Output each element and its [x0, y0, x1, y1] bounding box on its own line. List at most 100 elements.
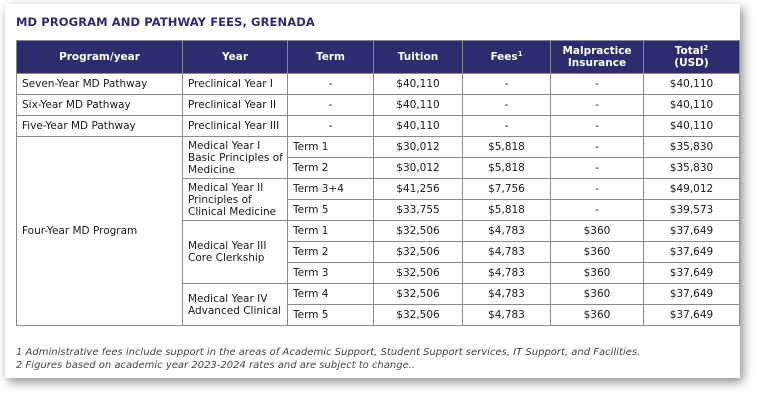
total-cell: $37,649 [643, 283, 740, 305]
header-total-footnote-mark: 2 [703, 44, 709, 52]
malpractice-cell: - [550, 178, 644, 200]
fees-cell: $4,783 [462, 220, 551, 242]
program-cell: Five-Year MD Pathway [16, 115, 183, 137]
malpractice-cell: - [550, 136, 644, 158]
header-fees-label: Fees [490, 51, 518, 63]
fees-table: Program/year Year Term Tuition Fees1 Mal… [16, 40, 740, 326]
tuition-cell: $40,110 [373, 115, 463, 137]
table-row: Six-Year MD Pathway Preclinical Year II … [16, 94, 740, 116]
year-line: Basic Principles of [188, 151, 283, 164]
malpractice-cell: $360 [550, 220, 644, 242]
table-row: Medical Year III Core Clerkship Term 1 $3… [17, 220, 740, 284]
term-cell: Term 3+4 [287, 178, 374, 200]
header-fees-footnote-mark: 1 [517, 50, 523, 58]
header-fees: Fees1 [462, 40, 551, 74]
tuition-cell: $32,506 [373, 241, 463, 263]
year-line: Medical Year I [188, 139, 261, 152]
program-cell-four-year: Four-Year MD Program [16, 136, 183, 326]
fees-cell: $4,783 [462, 283, 551, 305]
tuition-cell: $40,110 [373, 94, 463, 116]
total-cell: $35,830 [643, 157, 740, 179]
header-malpractice-line2: Insurance [567, 57, 627, 69]
fees-cell: - [462, 73, 551, 95]
year-cell: Preclinical Year II [182, 94, 288, 116]
fees-cell: $7,756 [462, 178, 551, 200]
fees-cell: - [462, 94, 551, 116]
year-line: Medical Year III [188, 240, 267, 252]
year-line: Advanced Clinical [188, 304, 282, 317]
fees-cell: $4,783 [462, 304, 551, 326]
malpractice-cell: - [550, 73, 644, 95]
term-cell: Term 4 [287, 283, 374, 305]
table-title: MD PROGRAM AND PATHWAY FEES, GRENADA [16, 15, 315, 29]
fees-cell: - [462, 115, 551, 137]
year-cell-medical-year-1: Medical Year I Basic Principles of Medicin… [182, 136, 288, 179]
term-cell: Term 5 [287, 304, 374, 326]
malpractice-cell: - [550, 157, 644, 179]
malpractice-cell: $360 [550, 283, 644, 305]
header-program: Program/year [16, 40, 183, 74]
fees-card: MD PROGRAM AND PATHWAY FEES, GRENADA Pro… [5, 4, 740, 378]
table-row: Four-Year MD Program Medical Year I Basic… [16, 136, 740, 326]
term-cell: - [287, 115, 374, 137]
malpractice-cell: $360 [550, 262, 644, 284]
malpractice-cell: - [550, 94, 644, 116]
tuition-cell: $40,110 [373, 73, 463, 95]
total-cell: $37,649 [643, 220, 740, 242]
term-cell: - [287, 94, 374, 116]
tuition-cell: $32,506 [373, 283, 463, 305]
header-row: Program/year Year Term Tuition Fees1 Mal… [16, 40, 740, 74]
fees-cell: $4,783 [462, 241, 551, 263]
footnote-1: 1 Administrative fees include support in… [16, 347, 641, 358]
tuition-cell: $30,012 [373, 157, 463, 179]
year-line: Medicine [188, 163, 235, 176]
total-cell: $37,649 [643, 262, 740, 284]
fees-cell: $5,818 [462, 199, 551, 221]
year-cell: Preclinical Year I [182, 73, 288, 95]
year-line: Core Clerkship [188, 252, 265, 264]
term-cell: Term 2 [287, 241, 374, 263]
tuition-cell: $32,506 [373, 262, 463, 284]
footnote-2: 2 Figures based on academic year 2023-20… [16, 360, 416, 371]
term-cell: Term 1 [287, 220, 374, 242]
table-row: Five-Year MD Pathway Preclinical Year II… [16, 115, 740, 137]
total-cell: $40,110 [643, 94, 740, 116]
fees-cell: $4,783 [462, 262, 551, 284]
table-row: Term 2 $30,012 $5,818 - $35,830 [17, 157, 740, 179]
table-row: Term 2 $32,506 $4,783 $360 $37,649 [17, 241, 740, 263]
total-cell: $40,110 [643, 115, 740, 137]
malpractice-cell: - [550, 115, 644, 137]
year-cell: Preclinical Year III [182, 115, 288, 137]
year-cell-medical-year-2: Medical Year II Principles of Clinical Med… [182, 178, 288, 221]
year-line: Medical Year II [188, 181, 264, 194]
total-cell: $37,649 [643, 241, 740, 263]
total-cell: $39,573 [643, 199, 740, 221]
term-cell: - [287, 73, 374, 95]
program-cell: Seven-Year MD Pathway [16, 73, 183, 95]
total-cell: $37,649 [643, 304, 740, 326]
malpractice-cell: - [550, 199, 644, 221]
program-cell: Six-Year MD Pathway [16, 94, 183, 116]
tuition-cell: $30,012 [373, 136, 463, 158]
header-malpractice: Malpractice Insurance [550, 40, 644, 74]
header-term: Term [287, 40, 374, 74]
table-row: Term 3 $32,506 $4,783 $360 $37,649 [17, 262, 740, 284]
malpractice-cell: $360 [550, 241, 644, 263]
tuition-cell: $33,755 [373, 199, 463, 221]
tuition-cell: $32,506 [373, 304, 463, 326]
header-total-line2: (USD) [674, 57, 709, 69]
term-cell: Term 5 [287, 199, 374, 221]
term-cell: Term 1 [287, 136, 374, 158]
header-total-line1: Total [674, 45, 704, 57]
fees-cell: $5,818 [462, 136, 551, 158]
tuition-cell: $41,256 [373, 178, 463, 200]
year-cell-medical-year-4: Medical Year IV Advanced Clinical [182, 283, 288, 326]
header-malpractice-line1: Malpractice [562, 45, 632, 57]
total-cell: $40,110 [643, 73, 740, 95]
header-tuition: Tuition [373, 40, 463, 74]
year-line: Principles of [188, 193, 252, 206]
table-row: Seven-Year MD Pathway Preclinical Year I… [16, 73, 740, 95]
term-cell: Term 3 [287, 262, 374, 284]
malpractice-cell: $360 [550, 304, 644, 326]
year-cell-medical-year-3: Medical Year III Core Clerkship [182, 220, 288, 284]
